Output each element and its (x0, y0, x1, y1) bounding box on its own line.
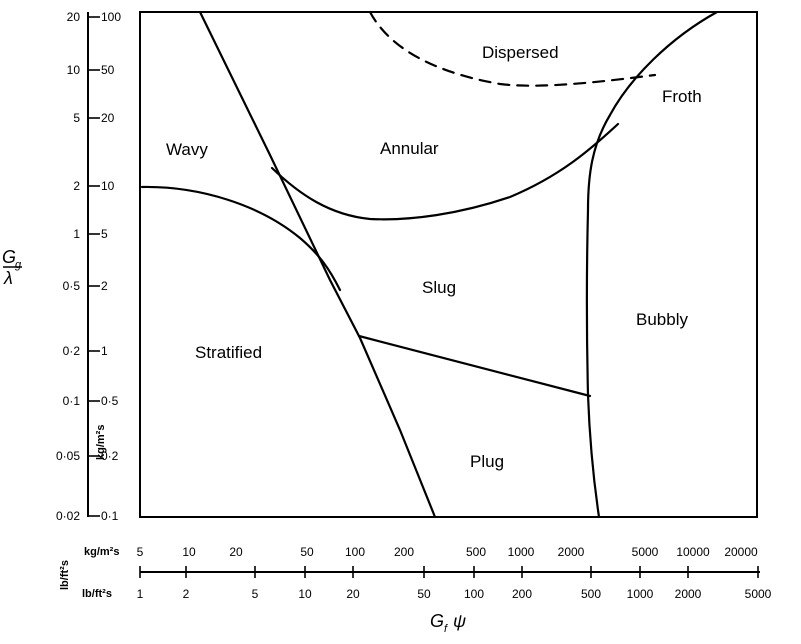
x-axis-lb-tick-label: 2 (183, 587, 190, 601)
y-axis-right-tick-label: 100 (101, 10, 121, 24)
x-axis-kg-tick-label: 20000 (724, 545, 758, 559)
y-axis-left-tick-label: 0·2 (63, 344, 81, 358)
x-axis-kg-tick-label: 10000 (676, 545, 710, 559)
x-axis-lb-tick-label: 50 (417, 587, 431, 601)
y-axis-kg-unit: kg/m²s (95, 425, 107, 460)
y-axis-left-tick-label: 0·5 (63, 279, 81, 293)
x-axis-kg-tick-label: 1000 (508, 545, 535, 559)
annular-lower-boundary-curve (270, 122, 620, 221)
y-axis-left-tick-label: 0·1 (63, 394, 81, 408)
x-axis-title-main: G (430, 611, 444, 631)
x-axis-kg-tick-label: 10 (182, 545, 196, 559)
y-axis-title-bottom: λ (3, 268, 13, 288)
x-axis-lb-ticks: 1 2 5 10 20 50 100 200 500 1000 2000 5000 (137, 566, 772, 601)
stratified-upper-boundary-curve (140, 185, 342, 292)
x-axis-lb-tick-label: 10 (298, 587, 312, 601)
slug-plug-boundary-line (357, 334, 592, 398)
y-axis-right-tick-label: 50 (101, 63, 115, 77)
dispersed-boundary-dashed (368, 10, 657, 87)
froth-bubbly-boundary-curve (585, 10, 719, 519)
y-axis-left-tick-label: 20 (67, 10, 81, 24)
x-axis-title-sub: f (444, 623, 448, 635)
x-axis-lb-tick-label: 5000 (745, 587, 772, 601)
region-label-dispersed: Dispersed (482, 43, 559, 62)
y-axis-left-tick-label: 0·02 (56, 509, 80, 523)
y-axis-right-tick-label: 10 (101, 179, 115, 193)
y-axis-right-tick-label: 0·1 (101, 509, 119, 523)
region-label-plug: Plug (470, 452, 504, 471)
region-label-annular: Annular (380, 139, 439, 158)
y-axis-right-tick-label: 1 (101, 344, 108, 358)
y-axis-left-tick-label: 5 (73, 111, 80, 125)
x-axis-lb-tick-label: 2000 (675, 587, 702, 601)
y-axis-left-tick-label: 2 (73, 179, 80, 193)
wavy-slug-boundary-line (198, 10, 437, 519)
x-axis-lb-tick-label: 1 (137, 587, 144, 601)
y-axis-right-tick-label: 0·5 (101, 394, 119, 408)
x-axis-kg-tick-label: 200 (394, 545, 414, 559)
region-label-bubbly: Bubbly (636, 310, 688, 329)
y-axis-left-tick-label: 0·05 (56, 449, 80, 463)
x-axis-kg-tick-label: 100 (345, 545, 365, 559)
x-axis-lb-tick-label: 20 (346, 587, 360, 601)
x-axis-lb-unit-side: lb/ft²s (59, 560, 71, 590)
y-axis-ticks: 20 100 10 50 5 20 2 10 1 5 0·5 2 0·2 1 0·1 0·5 0·05 0·2 0·… (56, 10, 121, 523)
x-axis-lb-tick-label: 100 (464, 587, 484, 601)
y-axis-right-tick-label: 5 (101, 227, 108, 241)
y-axis-right-tick-label: 2 (101, 279, 108, 293)
x-axis-kg-unit: kg/m²s (84, 546, 119, 558)
region-label-wavy: Wavy (166, 140, 208, 159)
y-axis-right-tick-label: 20 (101, 111, 115, 125)
x-axis-title-symbol: ψ (453, 611, 466, 631)
y-axis-right-tick-label: 0·2 (101, 449, 119, 463)
x-axis-lb-tick-label: 500 (581, 587, 601, 601)
y-axis-title-top-sub: g (15, 259, 22, 271)
region-label-slug: Slug (422, 278, 456, 297)
region-label-stratified: Stratified (195, 343, 262, 362)
y-axis-title-top: G (2, 247, 16, 267)
x-axis-lb-unit: lb/ft²s (82, 588, 112, 600)
y-axis-left-tick-label: 10 (67, 63, 81, 77)
x-axis-kg-ticks: 5 10 20 50 100 200 500 1000 2000 5000 10000 20000 (137, 545, 758, 559)
x-axis-lb-tick-label: 1000 (627, 587, 654, 601)
x-axis-lb-tick-label: 5 (252, 587, 259, 601)
x-axis-lb-tick-label: 200 (512, 587, 532, 601)
x-axis-kg-tick-label: 2000 (558, 545, 585, 559)
x-axis-kg-tick-label: 50 (300, 545, 314, 559)
x-axis-kg-tick-label: 5 (137, 545, 144, 559)
plot-frame (139, 11, 758, 518)
y-axis-left-tick-label: 1 (73, 227, 80, 241)
x-axis-kg-tick-label: 5000 (632, 545, 659, 559)
region-label-froth: Froth (662, 87, 702, 106)
x-axis-kg-tick-label: 20 (229, 545, 243, 559)
x-axis-kg-tick-label: 500 (466, 545, 486, 559)
